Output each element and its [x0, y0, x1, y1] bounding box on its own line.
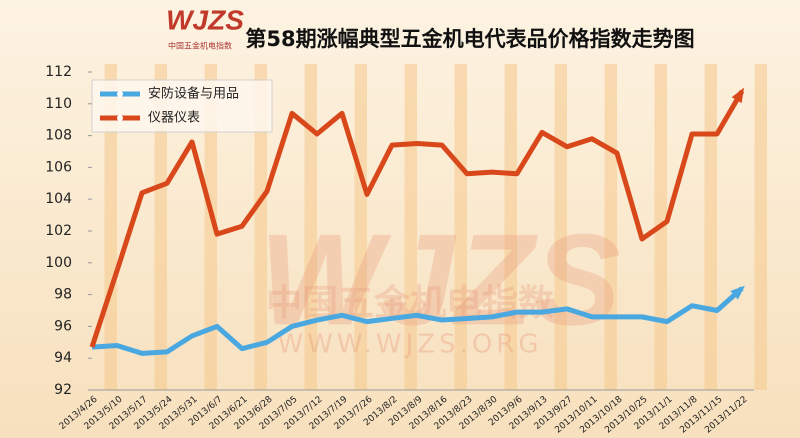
logo-name: 中国五金机电指数	[168, 41, 232, 51]
y-tick-label: 112	[45, 64, 72, 80]
arrow-head	[731, 87, 745, 104]
stripe	[104, 64, 117, 390]
y-tick-label: 102	[45, 223, 72, 239]
stripe	[354, 64, 367, 390]
y-tick-label: 100	[45, 255, 72, 271]
stripe	[504, 64, 517, 390]
legend-label: 仪器仪表	[148, 111, 200, 126]
y-tick-label: 104	[45, 191, 72, 207]
stripe	[454, 64, 467, 390]
stripe	[154, 64, 167, 390]
y-tick-label: 98	[54, 287, 72, 303]
y-tick-label: 106	[45, 159, 72, 175]
y-tick-label: 108	[45, 128, 72, 144]
stripe	[204, 64, 217, 390]
stripe	[304, 64, 317, 390]
logo-mark: WJZS	[166, 4, 244, 35]
stripe	[704, 64, 717, 390]
legend-label: 安防设备与用品	[148, 86, 239, 102]
legend-box	[91, 79, 273, 133]
watermark-site: WWW.WJZS.ORG	[277, 330, 542, 360]
chart-title: 第58期涨幅典型五金机电代表品价格指数走势图	[245, 27, 694, 51]
watermark-mark: WJZS	[259, 206, 620, 352]
y-tick-label: 110	[45, 96, 72, 112]
arrow-head	[730, 285, 745, 300]
stripe	[254, 64, 267, 390]
y-tick-label: 96	[54, 318, 72, 334]
y-tick-label: 94	[54, 350, 72, 366]
series-line	[89, 89, 745, 348]
legend-marker	[117, 115, 123, 121]
y-tick-label: 92	[54, 382, 72, 398]
series-line	[91, 286, 744, 356]
legend-marker	[117, 91, 123, 97]
stripe	[754, 64, 767, 390]
